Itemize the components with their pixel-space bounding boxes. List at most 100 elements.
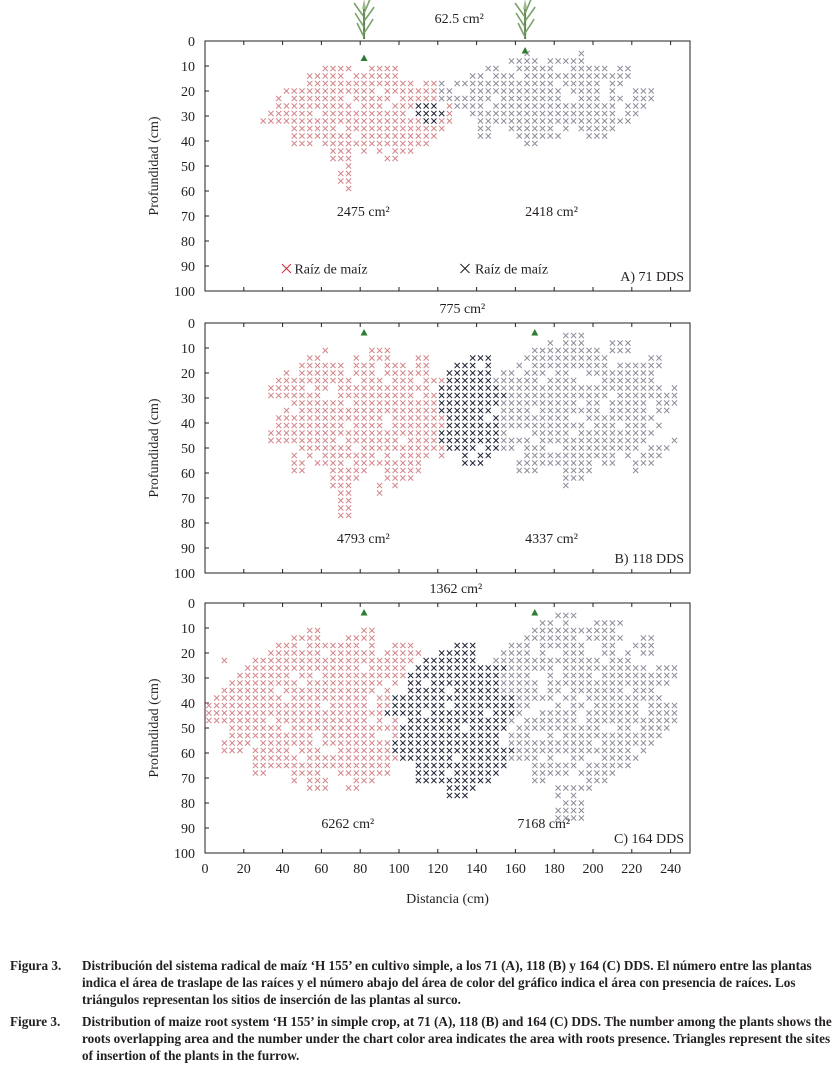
overlap-root-mark: [469, 430, 476, 436]
plant2-root-mark: [617, 392, 624, 399]
plot-frame: [204, 322, 691, 574]
plant1-root-mark: [260, 687, 267, 694]
plant1-root-mark: [283, 740, 290, 746]
plant2-root-mark: [562, 635, 569, 641]
plant2-root-mark: [508, 118, 515, 124]
plant2-root-mark: [562, 762, 569, 769]
plant2-root-mark: [578, 740, 585, 746]
plant2-root-mark: [586, 95, 593, 102]
plant1-root-mark: [376, 355, 383, 361]
overlap-root-mark: [392, 695, 399, 701]
plant1-root-mark: [423, 88, 430, 94]
plant1-root-mark: [236, 702, 243, 709]
plant1-root-mark: [376, 755, 383, 761]
plant2-root-mark: [601, 422, 608, 429]
plant1-root-mark: [345, 702, 352, 709]
plant2-root-mark: [586, 65, 593, 72]
plant2-root-mark: [570, 635, 577, 641]
overlap-root-mark: [485, 665, 492, 671]
overlap-root-mark: [462, 642, 468, 649]
plant1-root-mark: [306, 95, 313, 102]
plant2-root-mark: [500, 437, 507, 444]
plant1-root-mark: [337, 650, 344, 656]
plant1-root-mark: [337, 392, 344, 399]
plant2-root-mark: [640, 88, 647, 94]
plant1-root-mark: [337, 452, 344, 459]
plant2-root-mark: [539, 422, 546, 429]
plant1-root-mark: [330, 377, 336, 384]
plant2-root-mark: [656, 392, 662, 399]
overlap-root-mark: [493, 392, 499, 399]
plant2-root-mark: [586, 133, 593, 139]
plant1-root-mark: [314, 377, 321, 384]
plant1-root-mark: [236, 717, 243, 724]
overlap-root-mark: [493, 747, 499, 754]
plant2-root-mark: [531, 717, 538, 724]
plant2-root-mark: [555, 437, 562, 444]
plant2-root-mark: [539, 452, 546, 459]
overlap-root-mark: [462, 695, 468, 701]
plant1-root-mark: [299, 770, 305, 776]
plant1-root-mark: [407, 430, 414, 436]
plant2-root-mark: [531, 665, 538, 671]
plant2-root-mark: [555, 103, 562, 109]
plant1-root-mark: [345, 88, 352, 94]
plant2-root-mark: [656, 445, 662, 451]
plant1-root-mark: [275, 422, 282, 429]
plant1-root-mark: [353, 740, 360, 746]
overlap-root-mark: [462, 377, 468, 384]
plant2-root-mark: [524, 103, 530, 109]
overlap-root-mark: [462, 657, 468, 664]
overlap-root-mark: [438, 392, 445, 399]
plant2-root-mark: [593, 635, 600, 641]
plant2-root-mark: [547, 355, 554, 361]
plant2-root-mark: [469, 103, 476, 109]
plant2-root-mark: [539, 620, 546, 626]
caption-spanish: Figura 3. Distribución del sistema radic…: [10, 957, 832, 1010]
plant2-root-mark: [562, 460, 569, 466]
plant1-root-mark: [283, 407, 290, 414]
plant1-root-mark: [252, 710, 259, 716]
overlap-root-mark: [493, 430, 499, 436]
plant2-root-mark: [609, 422, 616, 429]
plant1-root-mark: [384, 687, 391, 694]
plant2-root-mark: [624, 415, 631, 421]
plant2-root-mark: [593, 725, 600, 731]
overlap-root-mark: [392, 702, 399, 709]
overlap-root-mark: [446, 377, 453, 384]
plant1-root-mark: [236, 732, 243, 739]
overlap-root-mark: [399, 732, 406, 739]
plant1-root-mark: [384, 740, 391, 746]
overlap-root-mark: [446, 672, 453, 679]
plant1-root-mark: [306, 755, 313, 761]
overlap-root-mark: [407, 710, 414, 716]
plant1-root-mark: [314, 73, 321, 79]
plant2-root-mark: [648, 672, 655, 679]
plant1-root-mark: [353, 695, 360, 701]
plant1-root-mark: [322, 407, 329, 414]
plant2-root-mark: [508, 400, 515, 406]
overlap-root-mark: [430, 672, 437, 679]
plant2-root-mark: [586, 785, 593, 791]
overlap-root-mark: [438, 437, 445, 444]
plant2-root-mark: [570, 437, 577, 444]
plant1-root-mark: [268, 687, 274, 694]
plant1-root-mark: [268, 702, 274, 709]
plant1-root-mark: [299, 762, 305, 769]
plant1-root-mark: [322, 717, 329, 724]
plant1-root-mark: [299, 110, 305, 117]
overlap-root-mark: [438, 770, 445, 776]
root-marks: [205, 612, 678, 821]
plant1-root-mark: [446, 103, 453, 109]
plant2-root-mark: [640, 95, 647, 102]
plant2-root-mark: [663, 665, 670, 671]
plant2-root-mark: [640, 665, 647, 671]
plant1-root-mark: [268, 672, 274, 679]
overlap-root-mark: [477, 755, 484, 761]
plant2-root-mark: [601, 777, 608, 784]
overlap-root-mark: [485, 755, 492, 761]
plant2-root-mark: [586, 125, 593, 132]
plant1-root-mark: [361, 437, 368, 444]
plant1-root-mark: [236, 725, 243, 731]
plant1-root-mark: [376, 747, 383, 754]
